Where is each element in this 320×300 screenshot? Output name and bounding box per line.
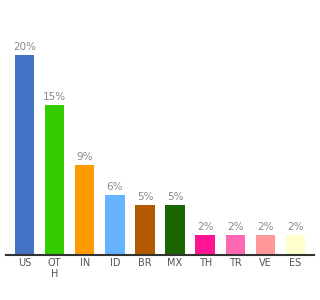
Text: 2%: 2% — [227, 223, 244, 232]
Text: 2%: 2% — [287, 223, 304, 232]
Text: 20%: 20% — [13, 43, 36, 52]
Bar — [286, 235, 305, 255]
Text: 2%: 2% — [257, 223, 274, 232]
Text: 6%: 6% — [107, 182, 123, 193]
Bar — [196, 235, 215, 255]
Bar — [45, 105, 64, 255]
Bar — [15, 55, 34, 255]
Bar — [165, 205, 185, 255]
Text: 2%: 2% — [197, 223, 213, 232]
Text: 15%: 15% — [43, 92, 66, 103]
Text: 5%: 5% — [167, 193, 183, 202]
Bar — [135, 205, 155, 255]
Bar — [105, 195, 124, 255]
Text: 5%: 5% — [137, 193, 153, 202]
Bar — [226, 235, 245, 255]
Bar — [256, 235, 275, 255]
Text: 9%: 9% — [76, 152, 93, 163]
Bar — [75, 165, 94, 255]
